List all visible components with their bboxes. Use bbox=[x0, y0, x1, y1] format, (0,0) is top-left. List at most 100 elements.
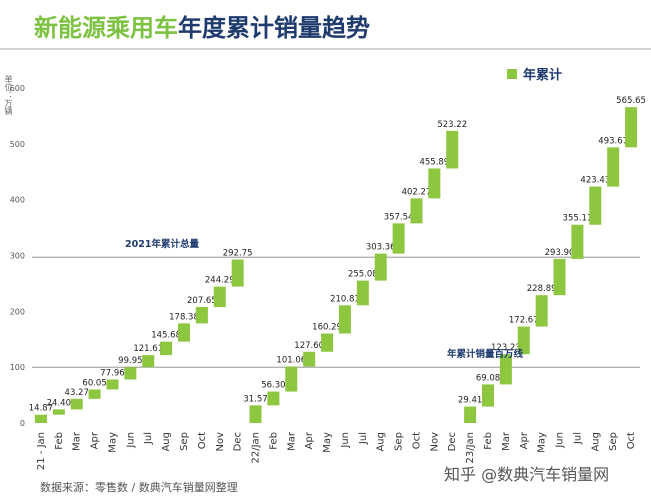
data-label: 60.05 bbox=[82, 378, 106, 388]
data-label: 402.27 bbox=[402, 187, 432, 197]
bar bbox=[392, 223, 405, 254]
bar bbox=[195, 307, 208, 324]
x-tick-label: Oct bbox=[197, 432, 208, 449]
bar bbox=[428, 168, 441, 199]
bar bbox=[499, 354, 512, 385]
data-label: 99.95 bbox=[118, 356, 142, 366]
data-label: 14.87 bbox=[29, 404, 53, 414]
x-tick-label: Feb bbox=[483, 432, 494, 450]
bar bbox=[464, 406, 477, 423]
x-tick-label: Jul bbox=[572, 432, 583, 445]
data-label: 31.57 bbox=[243, 394, 267, 404]
x-tick-label: Jun bbox=[555, 432, 566, 449]
x-tick-label: Mar bbox=[501, 431, 512, 451]
x-tick-label: May bbox=[322, 432, 333, 453]
y-tick-label: 300 bbox=[10, 252, 25, 261]
bar bbox=[213, 286, 226, 308]
legend-label: 年累计 bbox=[523, 68, 563, 83]
legend: 年累计 bbox=[507, 64, 562, 83]
data-label: 101.06 bbox=[276, 356, 306, 366]
data-label: 56.30 bbox=[261, 381, 285, 391]
x-tick-label: Aug bbox=[376, 432, 387, 452]
x-tick-label: Sep bbox=[608, 432, 619, 451]
bar bbox=[321, 333, 334, 352]
data-label: 565.65 bbox=[616, 96, 646, 106]
x-tick-label: Feb bbox=[54, 432, 65, 450]
bar bbox=[34, 414, 47, 423]
legend-swatch bbox=[507, 68, 517, 79]
source-note: 数据来源：零售数 / 数典汽车销量网整理 bbox=[40, 481, 238, 494]
x-tick-label: Apr bbox=[90, 431, 101, 449]
data-label: 160.29 bbox=[312, 323, 342, 333]
bar bbox=[589, 186, 602, 225]
x-tick-label: Jul bbox=[143, 432, 154, 445]
title-divider bbox=[0, 48, 651, 50]
data-label: 145.68 bbox=[151, 331, 181, 341]
bar bbox=[70, 398, 83, 410]
x-tick-label: Apr bbox=[519, 431, 530, 449]
y-tick-label: 200 bbox=[10, 307, 25, 316]
data-label: 121.61 bbox=[133, 344, 163, 354]
x-tick-label: 23/Jan bbox=[465, 432, 476, 464]
data-label: 172.67 bbox=[509, 316, 539, 326]
bar bbox=[625, 107, 638, 148]
bar bbox=[124, 367, 137, 380]
bar bbox=[482, 384, 494, 407]
data-label: 293.90 bbox=[545, 248, 575, 258]
data-label: 303.36 bbox=[366, 243, 396, 253]
bar bbox=[571, 224, 584, 259]
chart-title: 新能源乘用车年度累计销量趋势 bbox=[34, 8, 370, 43]
data-label: 43.27 bbox=[65, 388, 89, 398]
data-label: 228.89 bbox=[527, 284, 557, 294]
bar bbox=[52, 409, 65, 415]
y-tick-label: 0 bbox=[20, 419, 25, 428]
x-tick-label: Jun bbox=[340, 432, 351, 449]
x-tick-label: Nov bbox=[429, 432, 440, 452]
x-tick-label: Aug bbox=[161, 432, 172, 452]
y-tick-label: 500 bbox=[10, 140, 25, 149]
bar bbox=[374, 253, 387, 281]
bar bbox=[231, 259, 244, 287]
data-label: 207.65 bbox=[187, 296, 217, 306]
data-label: 210.81 bbox=[330, 294, 360, 304]
data-label: 29.41 bbox=[458, 396, 482, 406]
x-tick-label: Jul bbox=[358, 432, 369, 445]
data-label: 24.40 bbox=[47, 398, 71, 408]
bar bbox=[303, 351, 316, 367]
data-label: 493.67 bbox=[598, 136, 628, 146]
data-label: 127.60 bbox=[294, 341, 324, 351]
x-tick-label: Mar bbox=[72, 431, 83, 451]
bar bbox=[410, 198, 423, 224]
unit-label: 单位：万辆 bbox=[4, 75, 13, 115]
bar bbox=[249, 405, 262, 423]
bar bbox=[517, 326, 530, 355]
x-tick-label: Sep bbox=[179, 432, 190, 451]
x-tick-label: Apr bbox=[304, 431, 315, 449]
x-tick-label: 22/Jan bbox=[251, 432, 262, 464]
watermark-text: 知乎 @数典汽车销量网 bbox=[444, 465, 610, 484]
x-tick-label: Jun bbox=[125, 432, 136, 449]
data-label: 292.75 bbox=[223, 249, 253, 259]
data-label: 255.08 bbox=[348, 270, 378, 280]
data-label: 523.22 bbox=[437, 120, 467, 130]
data-label: 423.43 bbox=[580, 176, 610, 186]
x-tick-label: 21 - Jan bbox=[36, 432, 47, 470]
x-tick-label: May bbox=[107, 432, 118, 453]
bar bbox=[267, 391, 280, 406]
data-label: 77.96 bbox=[100, 368, 124, 378]
x-tick-label: Sep bbox=[394, 432, 405, 451]
annotation-2021-total: 2021年累计总量 bbox=[125, 238, 199, 250]
x-tick-label: May bbox=[537, 432, 548, 453]
y-tick-label: 400 bbox=[10, 196, 25, 205]
x-tick-label: Feb bbox=[268, 432, 279, 450]
bar bbox=[285, 366, 298, 392]
bar bbox=[160, 341, 173, 356]
data-label: 69.08 bbox=[476, 373, 500, 383]
data-label: 178.38 bbox=[169, 312, 199, 322]
bar bbox=[338, 305, 351, 334]
annotation-million-line: 年累计销量百万线 bbox=[447, 348, 524, 360]
bar bbox=[178, 323, 190, 342]
bar bbox=[553, 258, 566, 296]
bar bbox=[607, 147, 620, 187]
